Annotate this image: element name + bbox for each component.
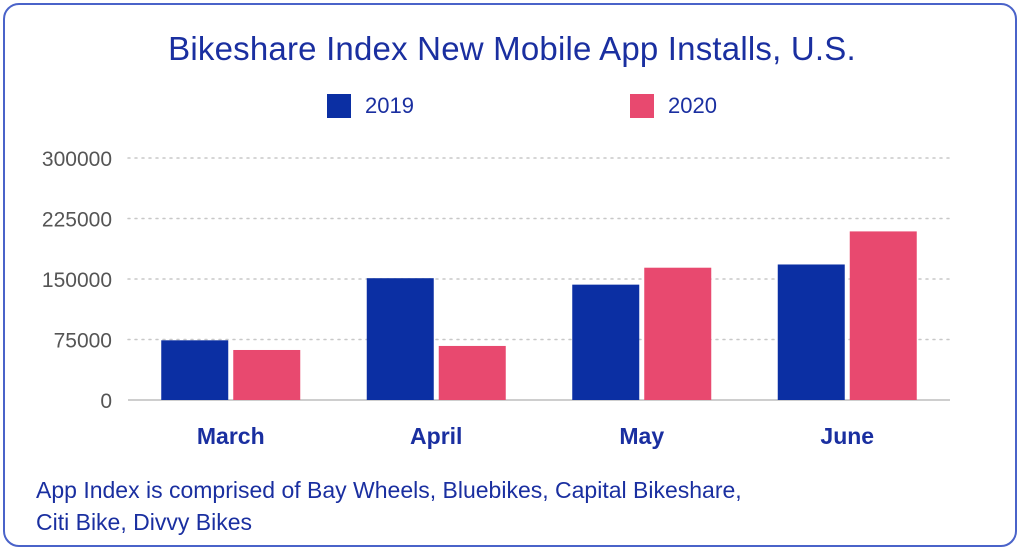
footnote-line-1: App Index is comprised of Bay Wheels, Bl… bbox=[36, 477, 742, 503]
x-tick-label: June bbox=[820, 423, 874, 449]
footnote: App Index is comprised of Bay Wheels, Bl… bbox=[36, 474, 936, 538]
bar-2019-june bbox=[777, 264, 845, 400]
legend-label-2019: 2019 bbox=[365, 93, 414, 118]
bar-2020-may bbox=[644, 267, 712, 400]
footnote-line-2: Citi Bike, Divvy Bikes bbox=[36, 509, 252, 535]
y-tick-label: 0 bbox=[100, 390, 112, 413]
y-tick-label: 225000 bbox=[42, 209, 112, 232]
bar-2019-april bbox=[366, 278, 434, 400]
legend-swatch-2020 bbox=[630, 94, 654, 118]
legend-swatch-2019 bbox=[327, 94, 351, 118]
y-tick-label: 300000 bbox=[42, 148, 112, 171]
x-tick-label: April bbox=[410, 423, 462, 449]
legend-label-2020: 2020 bbox=[668, 93, 717, 118]
y-tick-label: 150000 bbox=[42, 269, 112, 292]
bar-2019-march bbox=[161, 340, 229, 400]
chart-title: Bikeshare Index New Mobile App Installs,… bbox=[168, 30, 856, 67]
bar-2020-june bbox=[849, 231, 917, 400]
legend: 2019 2020 bbox=[0, 93, 1024, 119]
bar-2020-april bbox=[438, 345, 506, 400]
x-tick-label: May bbox=[619, 423, 664, 449]
bar-2020-march bbox=[233, 349, 301, 400]
legend-item-2019: 2019 bbox=[327, 93, 414, 119]
legend-item-2020: 2020 bbox=[630, 93, 717, 119]
x-tick-label: March bbox=[197, 423, 265, 449]
y-tick-label: 75000 bbox=[54, 330, 112, 353]
bar-2019-may bbox=[572, 284, 640, 400]
chart-card bbox=[3, 3, 1017, 547]
